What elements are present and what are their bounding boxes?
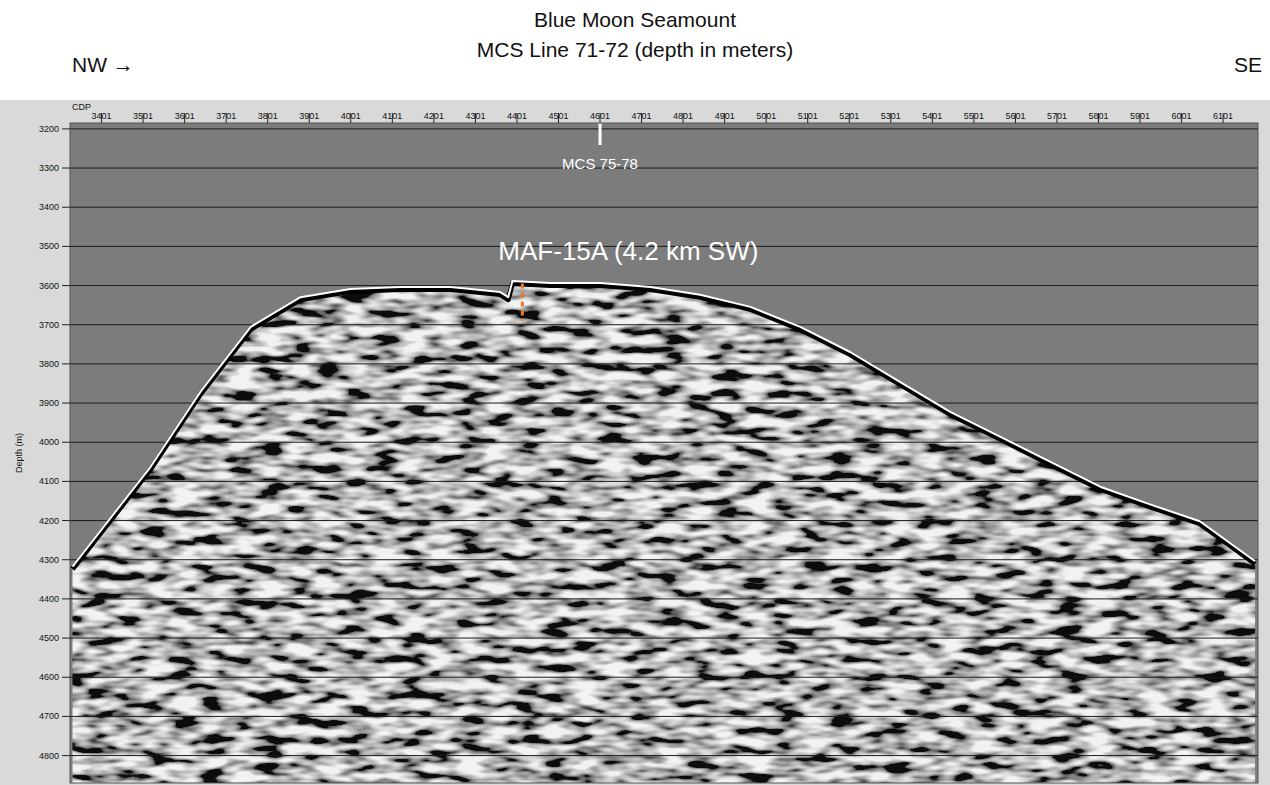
x-tick-label: 3401 xyxy=(92,111,112,121)
y-tick xyxy=(62,677,70,678)
x-tick-label: 3801 xyxy=(258,111,278,121)
well-label: MAF-15A (4.2 km SW) xyxy=(498,236,758,266)
grid-line xyxy=(70,442,1258,443)
x-tick-label: 3701 xyxy=(216,111,236,121)
x-tick-label: 4801 xyxy=(673,111,693,121)
x-tick-label: 4901 xyxy=(715,111,735,121)
x-tick-label: 4101 xyxy=(382,111,402,121)
y-tick-label: 3600 xyxy=(39,281,59,291)
title: Blue Moon Seamount xyxy=(534,8,736,31)
line-crossing-marker xyxy=(599,123,602,145)
grid-line xyxy=(70,598,1258,599)
y-tick xyxy=(62,481,70,482)
x-tick-label: 4001 xyxy=(341,111,361,121)
y-tick xyxy=(62,442,70,443)
subtitle: MCS Line 71-72 (depth in meters) xyxy=(477,38,793,61)
y-tick-label: 4100 xyxy=(39,476,59,486)
x-tick-label: 5201 xyxy=(839,111,859,121)
x-tick-label: 4501 xyxy=(548,111,568,121)
y-tick xyxy=(62,207,70,208)
x-tick-label: 5601 xyxy=(1005,111,1025,121)
chart: Blue Moon Seamount MCS Line 71-72 (depth … xyxy=(0,0,1270,785)
y-tick-label: 3300 xyxy=(39,163,59,173)
y-tick-label: 3700 xyxy=(39,320,59,330)
x-tick-label: 6001 xyxy=(1172,111,1192,121)
direction-label: NW → xyxy=(72,53,134,76)
y-tick xyxy=(62,128,70,129)
grid-line xyxy=(70,128,1258,129)
crossing-label: MCS 75-78 xyxy=(562,155,638,172)
y-tick-label: 3500 xyxy=(39,241,59,251)
y-tick-label: 3400 xyxy=(39,202,59,212)
y-tick xyxy=(62,363,70,364)
grid-line xyxy=(70,403,1258,404)
y-tick-label: 4600 xyxy=(39,672,59,682)
x-tick-label: 3601 xyxy=(175,111,195,121)
grid-line xyxy=(70,207,1258,208)
grid-line xyxy=(70,638,1258,639)
grid-line xyxy=(70,755,1258,756)
x-tick-label: 3901 xyxy=(299,111,319,121)
well-marker xyxy=(521,284,524,321)
y-tick-label: 4700 xyxy=(39,711,59,721)
frame-background xyxy=(0,100,1270,785)
grid-line xyxy=(70,559,1258,560)
y-tick-label: 4000 xyxy=(39,437,59,447)
seafloor-highlight xyxy=(73,281,1256,566)
y-tick-label: 3800 xyxy=(39,359,59,369)
y-tick xyxy=(62,638,70,639)
plot-frame xyxy=(70,123,1258,783)
seismic-texture xyxy=(70,123,1258,783)
y-tick-label: 4200 xyxy=(39,516,59,526)
x-tick-label: 5301 xyxy=(881,111,901,121)
grid-line xyxy=(70,520,1258,521)
x-tick-label: 3501 xyxy=(133,111,153,121)
y-tick-label: 4800 xyxy=(39,751,59,761)
x-tick-label: 4301 xyxy=(465,111,485,121)
x-tick-label: 5801 xyxy=(1088,111,1108,121)
x-tick-label: 4701 xyxy=(632,111,652,121)
x-axis-title: CDP xyxy=(72,102,91,112)
y-tick-label: 3900 xyxy=(39,398,59,408)
y-tick xyxy=(62,168,70,169)
x-tick-label: 5901 xyxy=(1130,111,1150,121)
grid-line xyxy=(70,716,1258,717)
x-tick-label: 5701 xyxy=(1047,111,1067,121)
y-tick xyxy=(62,598,70,599)
y-tick xyxy=(62,324,70,325)
x-tick-label: 6101 xyxy=(1213,111,1233,121)
y-tick xyxy=(62,285,70,286)
grid-line xyxy=(70,677,1258,678)
y-tick xyxy=(62,755,70,756)
y-tick-label: 3200 xyxy=(39,124,59,134)
y-tick xyxy=(62,246,70,247)
y-tick xyxy=(62,520,70,521)
x-tick-label: 5101 xyxy=(798,111,818,121)
x-tick-label: 5001 xyxy=(756,111,776,121)
y-axis-title: Depth (m) xyxy=(14,433,24,473)
y-tick-label: 4500 xyxy=(39,633,59,643)
grid-line xyxy=(70,168,1258,169)
grid-line xyxy=(70,363,1258,364)
y-tick xyxy=(62,716,70,717)
y-tick-label: 4400 xyxy=(39,594,59,604)
y-tick xyxy=(62,403,70,404)
plot-area xyxy=(70,123,1258,783)
direction-label: SE xyxy=(1234,53,1262,76)
x-tick-label: 5401 xyxy=(922,111,942,121)
y-tick xyxy=(62,559,70,560)
y-tick-label: 4300 xyxy=(39,555,59,565)
grid-line xyxy=(70,285,1258,286)
grid-line xyxy=(70,324,1258,325)
plot-background xyxy=(70,123,1258,783)
x-tick-label: 5501 xyxy=(964,111,984,121)
x-tick-label: 4401 xyxy=(507,111,527,121)
x-tick-label: 4601 xyxy=(590,111,610,121)
x-tick-label: 4201 xyxy=(424,111,444,121)
